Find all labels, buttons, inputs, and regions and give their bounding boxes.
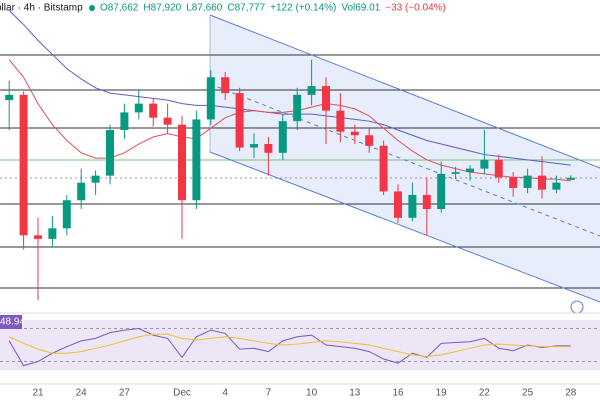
x-tick-label: 10 [306,388,318,399]
candle-body [394,191,402,218]
candle-body [523,175,532,188]
candle-body [120,112,129,130]
chart-title: ollar · 4h · Bitstamp [0,3,83,14]
ohlc-legend: O87,662 H87,920 L87,660 C87,777 +122 (+0.14%… [100,3,446,14]
candle-body [77,182,86,201]
candle-body [5,94,14,101]
legend-value: L87,660 [186,3,223,14]
legend-value: Vol69.01 [341,3,380,14]
candle-body [451,172,460,174]
candle-body [307,86,316,95]
rsi-line [8,333,571,358]
x-tick-label: 13 [349,388,361,399]
channel-mid [209,83,600,237]
legend-value: O87,662 [100,3,139,14]
legend-value: +122 (+0.14%) [270,3,336,14]
candle-body [278,121,287,153]
candle-body [408,194,417,218]
candle-body [206,77,215,120]
candle-body [163,117,172,125]
candle-body [566,177,575,180]
x-tick-label: 21 [32,388,44,399]
candle-body [552,182,561,190]
rsi-label: 48.94 [0,317,25,328]
x-tick-label: 28 [565,388,577,399]
candle-body [250,144,258,148]
horizontal-levels [0,54,600,289]
candle-body [134,103,143,113]
candle-body [350,131,359,136]
status-dot [89,5,95,11]
x-tick-label: 25 [522,388,534,399]
candle-body [192,119,201,201]
channel-fill [210,15,600,302]
x-tick-label: 16 [392,388,404,399]
channel-handle [570,300,584,314]
channel-bottom [209,151,600,303]
candle-body [379,145,388,192]
candle-body [422,194,431,210]
candle-body [494,159,503,178]
candle-body [91,175,100,183]
price-pane [5,10,575,301]
moving-average [8,59,571,182]
x-tick-label: 24 [76,388,88,399]
candle-body [293,94,302,122]
x-tick-label: 27 [119,388,131,399]
x-tick-label: 22 [479,388,491,399]
candle-body [365,135,374,146]
rsi-pane [0,327,600,367]
candle-body [509,177,518,188]
candle-body [437,173,446,210]
candle-body [264,144,273,153]
candle-body [178,124,186,201]
candle-body [235,93,244,148]
candle-body [106,129,114,176]
candle-body [19,94,28,236]
candle-body [466,168,474,173]
rsi-label-bg [0,315,22,329]
rsi-line [8,327,571,367]
x-tick-label: 7 [266,388,272,399]
x-tick-label: 19 [436,388,448,399]
legend-value: −33 (−0.04%) [385,3,446,14]
x-tick-label: 4 [222,388,228,399]
candle-body [538,175,546,190]
channel-top [209,14,600,169]
x-tick-label: Dec [173,388,191,399]
legend-value: H87,920 [143,3,181,14]
candle-body [62,200,71,229]
moving-average [8,10,571,166]
candle-body [149,103,158,118]
candle-body [34,235,42,239]
candle-body [480,159,489,169]
candle-body [48,228,57,239]
legend-value: C87,777 [227,3,265,14]
candle-body [322,86,330,111]
candle-body [336,110,345,132]
candle-body [221,77,230,94]
